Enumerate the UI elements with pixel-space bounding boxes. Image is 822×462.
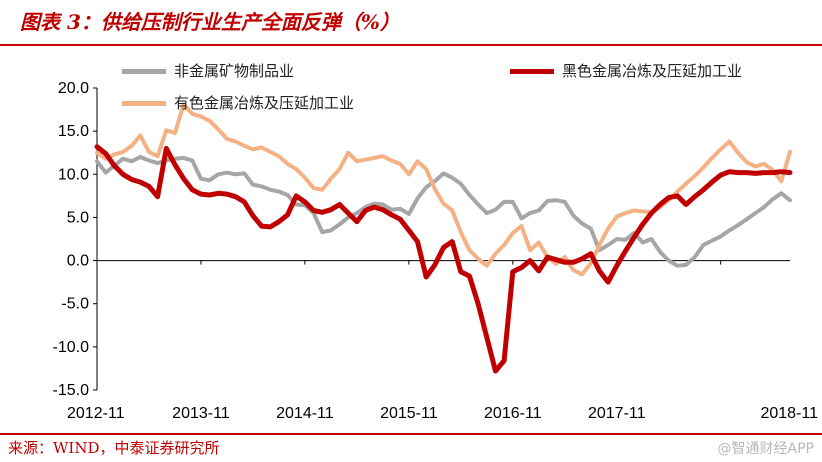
y-tick-label: -15.0 <box>53 382 90 399</box>
y-tick-label: 10.0 <box>58 166 89 183</box>
legend-label: 黑色金属冶炼及压延加工业 <box>562 62 743 80</box>
legend-swatch <box>122 101 166 106</box>
legend-item-nonferrous: 有色金属冶炼及压延加工业 <box>122 92 354 113</box>
x-tick-label: 2017-11 <box>588 405 646 422</box>
legend-label: 有色金属冶炼及压延加工业 <box>174 94 355 112</box>
x-tick-label: 2015-11 <box>380 405 438 422</box>
title-rule <box>0 44 822 46</box>
y-tick-label: -5.0 <box>61 296 89 313</box>
series-layer <box>94 102 793 374</box>
y-tick-label: 0.0 <box>67 253 89 270</box>
x-tick-label: 2012-11 <box>67 405 125 422</box>
source-note: 来源：WIND，中泰证券研究所 <box>8 439 220 457</box>
x-tick-label: 2018-11 <box>760 405 818 422</box>
y-tick-label: 15.0 <box>58 123 89 140</box>
y-tick-label: 20.0 <box>58 80 89 97</box>
figure-title: 图表 3：供给压制行业生产全面反弹（%） <box>20 10 400 34</box>
legend-swatch <box>510 69 554 74</box>
legend-swatch <box>122 69 166 74</box>
footer-rule <box>0 433 822 435</box>
x-tick-label: 2014-11 <box>276 405 334 422</box>
y-tick-label: 5.0 <box>67 209 89 226</box>
legend-item-ferrous: 黑色金属冶炼及压延加工业 <box>510 60 742 81</box>
y-tick-label: -10.0 <box>53 339 90 356</box>
series-line-1 <box>94 144 793 374</box>
legend-item-nonmetal: 非金属矿物制品业 <box>122 60 294 81</box>
legend-label: 非金属矿物制品业 <box>174 62 295 80</box>
x-tick-label: 2013-11 <box>172 405 230 422</box>
watermark: @智通财经APP <box>717 441 814 457</box>
chart-axes: -15.0 -10.0 -5.0 0.0 5.0 10.0 15.0 20.0 2012-11 2… <box>53 80 819 422</box>
series-line-0 <box>95 155 792 268</box>
x-tick-label: 2016-11 <box>484 405 542 422</box>
